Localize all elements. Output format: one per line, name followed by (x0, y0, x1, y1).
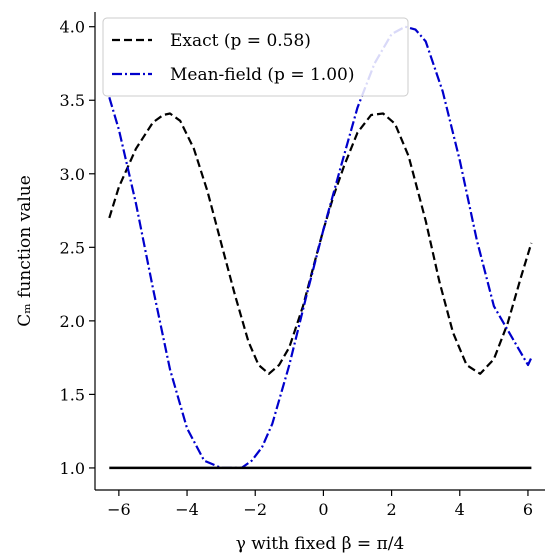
x-tick-label: 0 (318, 500, 328, 519)
x-tick-label: 2 (386, 500, 396, 519)
x-tick-label: −4 (175, 500, 199, 519)
x-tick-label: −2 (243, 500, 267, 519)
y-tick-label: 3.5 (60, 91, 85, 110)
x-tick-label: −6 (107, 500, 131, 519)
plot-area (108, 25, 533, 470)
legend: Exact (p = 0.58) Mean-field (p = 1.00) (102, 17, 409, 97)
y-tick-label: 4.0 (60, 18, 85, 37)
y-tick-label: 1.5 (60, 385, 85, 404)
y-axis-label: Cₘ function value (15, 175, 35, 327)
x-tick-label: 4 (455, 500, 465, 519)
series-line-1 (108, 25, 533, 469)
y-ticks: 1.0 1.5 2.0 2.5 3.0 3.5 4.0 (60, 18, 95, 478)
x-tick-label: 6 (523, 500, 533, 519)
legend-label-mean-field: Mean-field (p = 1.00) (170, 65, 354, 85)
x-axis-label: γ with fixed β = π/4 (236, 534, 405, 554)
y-tick-label: 1.0 (60, 459, 85, 478)
legend-label-exact: Exact (p = 0.58) (170, 31, 311, 51)
y-tick-label: 3.0 (60, 165, 85, 184)
x-ticks: −6 −4 −2 0 2 4 6 (107, 490, 533, 519)
y-tick-label: 2.5 (60, 238, 85, 257)
y-tick-label: 2.0 (60, 312, 85, 331)
axes (94, 12, 545, 491)
legend-box (102, 17, 409, 97)
series-line-0 (108, 112, 533, 375)
